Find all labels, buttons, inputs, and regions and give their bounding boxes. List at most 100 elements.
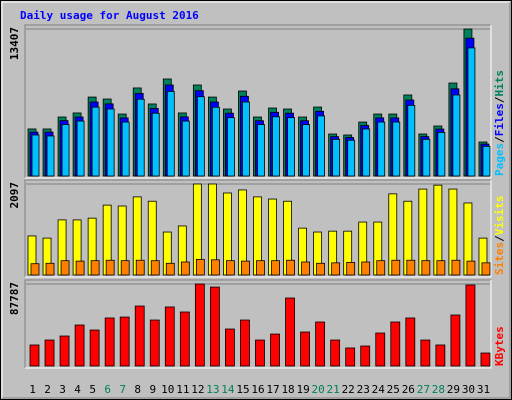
bar	[60, 260, 70, 276]
bar	[330, 339, 341, 367]
x-tick-label: 20	[312, 383, 325, 396]
bar	[406, 259, 416, 276]
x-tick-label: 15	[236, 383, 249, 396]
legend-entry: Visits	[493, 196, 506, 236]
bar	[211, 106, 220, 177]
bar	[164, 306, 175, 367]
bar	[194, 283, 205, 367]
bar	[210, 259, 220, 276]
bar	[405, 317, 416, 367]
x-tick-label: 31	[477, 383, 490, 396]
bar	[59, 335, 70, 367]
bevel	[24, 279, 491, 368]
bar	[240, 319, 250, 367]
bar	[179, 311, 190, 367]
legend-separator: /	[493, 136, 506, 143]
bevel	[25, 180, 492, 278]
x-tick-label: 3	[59, 383, 66, 396]
bar	[196, 96, 205, 177]
bar	[301, 261, 310, 276]
bar	[361, 261, 371, 276]
bar	[151, 112, 160, 177]
bar	[315, 321, 326, 367]
bevel	[25, 25, 492, 179]
x-tick-label: 18	[281, 383, 294, 396]
bar	[316, 262, 326, 276]
bar	[76, 120, 85, 177]
bar	[317, 115, 326, 177]
bar	[255, 339, 265, 367]
y-tick-label: 2097	[8, 182, 21, 209]
bar	[180, 261, 190, 276]
bar	[300, 331, 310, 367]
bar	[466, 260, 476, 276]
bar	[120, 260, 130, 276]
bar	[375, 332, 386, 367]
legend: Sites/Visits	[493, 196, 506, 276]
bar	[465, 284, 476, 367]
bar	[61, 124, 70, 177]
bar	[332, 138, 341, 177]
bar	[287, 117, 295, 177]
bar	[435, 344, 446, 367]
y-tick-label: 87787	[8, 282, 21, 315]
x-tick-label: 14	[221, 383, 235, 396]
legend-separator: /	[493, 235, 506, 242]
x-tick-label: 30	[462, 383, 475, 396]
bar	[437, 132, 446, 177]
x-tick-label: 24	[372, 383, 386, 396]
x-tick-label: 21	[327, 383, 340, 396]
bar	[104, 317, 115, 367]
bar	[195, 258, 205, 276]
bar	[271, 260, 280, 276]
x-tick-label: 5	[89, 383, 96, 396]
bar	[242, 101, 250, 177]
bar	[390, 321, 401, 367]
bar	[376, 260, 386, 276]
bar	[452, 94, 461, 177]
legend: KBytes	[493, 326, 506, 366]
bar	[331, 262, 341, 276]
bar	[420, 339, 431, 367]
bar	[227, 117, 235, 177]
bar	[90, 260, 100, 276]
bar	[480, 352, 491, 367]
legend-entry: Hits	[493, 70, 506, 97]
bar	[377, 121, 386, 177]
bar	[302, 124, 310, 177]
x-tick-label: 29	[447, 383, 460, 396]
bar	[46, 135, 55, 177]
bar	[346, 262, 356, 276]
bar	[134, 305, 145, 367]
x-tick-label: 25	[387, 383, 400, 396]
x-tick-label: 9	[149, 383, 156, 396]
bar	[450, 314, 461, 367]
bar	[286, 259, 295, 276]
bar	[422, 138, 431, 177]
bar	[272, 116, 280, 177]
bar	[135, 259, 145, 276]
bar	[75, 260, 85, 276]
x-tick-label: 27	[417, 383, 430, 396]
x-tick-label: 19	[296, 383, 309, 396]
x-tick-label: 10	[161, 383, 174, 396]
bar	[392, 121, 401, 177]
x-tick-label: 2	[44, 383, 51, 396]
bar	[226, 260, 235, 276]
bar	[209, 286, 220, 367]
x-tick-label: 17	[266, 383, 279, 396]
legend-entry: KBytes	[493, 326, 506, 366]
bar	[467, 47, 476, 177]
x-tick-label: 1	[29, 383, 36, 396]
legend-entry: Files	[493, 103, 506, 136]
bar	[482, 145, 491, 177]
bevel	[25, 280, 492, 369]
bar	[29, 344, 40, 367]
bar	[451, 259, 461, 276]
x-tick-label: 4	[74, 383, 81, 396]
bar	[256, 260, 265, 276]
bar	[74, 324, 85, 367]
bar	[166, 91, 175, 177]
